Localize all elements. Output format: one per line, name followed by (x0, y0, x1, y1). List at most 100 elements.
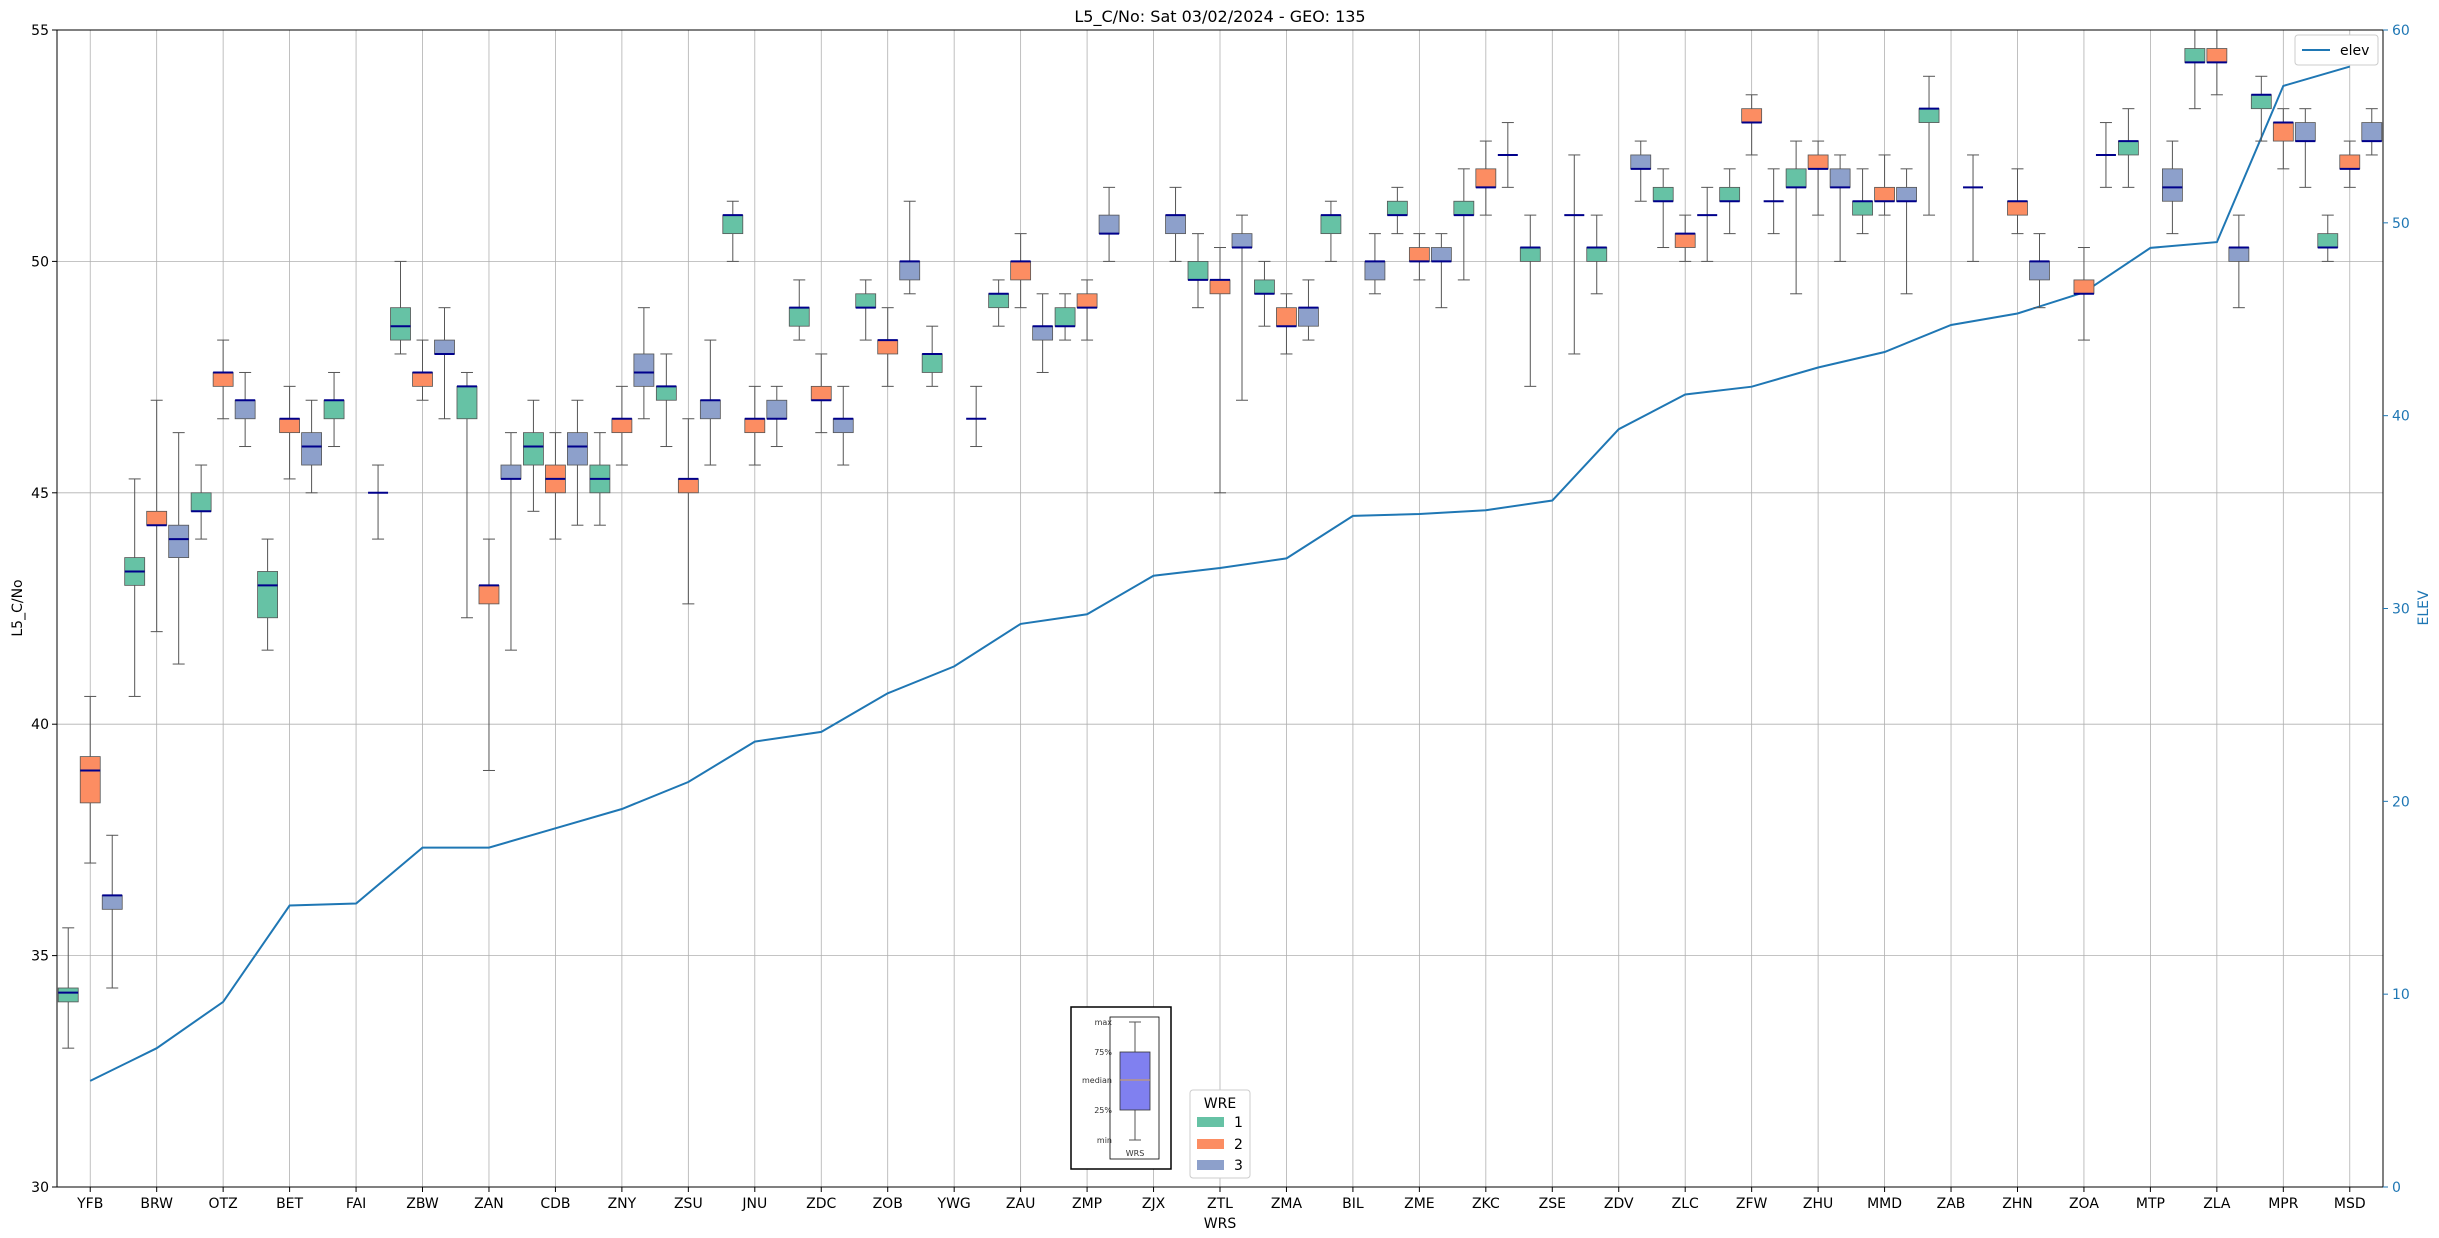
x-tick-label: ZAN (474, 1196, 504, 1212)
box-wre-3-zoa (2095, 122, 2116, 188)
box-wre-1-brw (124, 478, 146, 697)
box-wre-1-zse (1519, 214, 1541, 387)
box-wre-3-zob (899, 200, 921, 295)
x-tick-label: ZFW (1736, 1196, 1768, 1212)
box-series-layer (57, 29, 2383, 1049)
iqr-box (1430, 247, 1452, 262)
iqr-box (101, 895, 123, 910)
box-wre-2-zla (2206, 29, 2228, 96)
box-wre-1-msd (2317, 214, 2339, 262)
x-tick-label: BRW (140, 1196, 173, 1212)
iqr-box (212, 372, 234, 387)
box-wre-3-zan (500, 432, 522, 651)
box-wre-2-zfw (1741, 94, 1763, 156)
box-wre-2-zkc (1475, 140, 1497, 216)
box-wre-3-zdv (1630, 140, 1652, 202)
x-tick-label: ZHU (1803, 1196, 1833, 1212)
box-wre-2-zsu (677, 418, 699, 605)
iqr-box (1386, 200, 1408, 216)
chart-title: L5_C/No: Sat 03/02/2024 - GEO: 135 (1074, 7, 1365, 27)
box-wre-1-zla (2184, 29, 2206, 110)
iqr-box (2206, 48, 2228, 63)
iqr-box (832, 418, 854, 434)
x-tick-label: OTZ (209, 1196, 238, 1212)
iqr-box (1453, 200, 1475, 216)
box-wre-2-ztl (1209, 247, 1231, 494)
box-wre-3-zme (1430, 233, 1452, 309)
box-wre-3-zla (2228, 214, 2250, 309)
iqr-box (1852, 200, 1873, 216)
iqr-box (810, 385, 832, 401)
iqr-box (2073, 279, 2095, 295)
line-legend: elev (2294, 34, 2379, 66)
iqr-box (722, 214, 744, 235)
iqr-box (2184, 48, 2206, 63)
iqr-box (1408, 247, 1430, 262)
box-wre-2-cdb (545, 432, 566, 540)
iqr-box (57, 987, 79, 1003)
iqr-box (1741, 108, 1763, 123)
wre-legend-swatch-2 (1197, 1139, 1224, 1149)
iqr-box (1010, 260, 1032, 281)
box-wre-1-bet (257, 538, 279, 651)
iqr-box (2007, 200, 2028, 216)
iqr-box (1807, 154, 1829, 170)
iqr-box (257, 571, 279, 619)
iqr-box (234, 399, 256, 420)
iqr-box (1630, 154, 1652, 170)
box-wre-2-yfb (79, 695, 101, 864)
box-wre-2-zmp (1076, 279, 1098, 341)
x-tick-label: ZKC (1472, 1196, 1500, 1212)
iqr-box (1187, 260, 1209, 281)
iqr-box (279, 418, 301, 434)
box-wre-1-zdv (1586, 214, 1608, 295)
box-wre-2-zny (611, 385, 633, 466)
box-wre-3-zhn (2029, 233, 2050, 309)
box-wre-3-zbw (434, 307, 455, 420)
y-right-tick-label: 20 (2392, 794, 2410, 810)
box-key-label-q1: 25% (1094, 1106, 1112, 1115)
y-axis-right-ticks: 0 10 20 30 40 50 60 (2383, 23, 2410, 1196)
x-tick-label: FAI (346, 1196, 366, 1212)
x-tick-label: YFB (76, 1196, 103, 1212)
y-axis-label: L5_C/No (10, 579, 26, 636)
iqr-box (1254, 279, 1275, 295)
iqr-box (1298, 307, 1319, 327)
x-tick-label: ZJX (1142, 1196, 1166, 1212)
box-key-inner-frame (1109, 1016, 1160, 1160)
iqr-box (611, 418, 633, 434)
box-wre-3-jnu (766, 385, 788, 448)
iqr-box (2228, 247, 2250, 262)
box-wre-3-ztl (1231, 214, 1253, 401)
box-wre-3-zlc (1697, 186, 1718, 262)
box-wre-1-ywg (921, 325, 943, 387)
iqr-box (2117, 140, 2139, 156)
iqr-box (2294, 122, 2316, 142)
x-tick-label: ZOA (2069, 1196, 2099, 1212)
x-tick-label: ZMA (1271, 1196, 1303, 1212)
iqr-box (323, 399, 345, 420)
y-tick-label: 30 (31, 1180, 49, 1196)
box-wre-3-zma (1298, 279, 1319, 341)
iqr-box (456, 385, 478, 420)
iqr-box (1674, 233, 1696, 248)
box-wre-3-zab (1963, 154, 1984, 262)
wre-legend-label-3: 3 (1234, 1158, 1243, 1174)
iqr-box (633, 353, 655, 387)
wre-legend-title: WRE (1204, 1096, 1236, 1112)
box-key-label-max: max (1095, 1018, 1113, 1027)
iqr-box (2161, 168, 2183, 202)
box-wre-2-zbw (412, 339, 433, 401)
iqr-box (146, 510, 168, 526)
iqr-box (899, 260, 921, 281)
x-tick-label: ZDC (806, 1196, 836, 1212)
iqr-box (390, 307, 411, 341)
box-wre-1-otz (190, 464, 212, 540)
iqr-box (412, 372, 433, 387)
box-plot-key-inset: max 75% median 25% min WRS (1070, 1006, 1172, 1170)
box-wre-1-zma (1254, 260, 1275, 327)
iqr-box (1829, 168, 1851, 188)
iqr-box (79, 756, 101, 804)
box-wre-1-zau (988, 279, 1010, 327)
iqr-box (567, 432, 588, 466)
